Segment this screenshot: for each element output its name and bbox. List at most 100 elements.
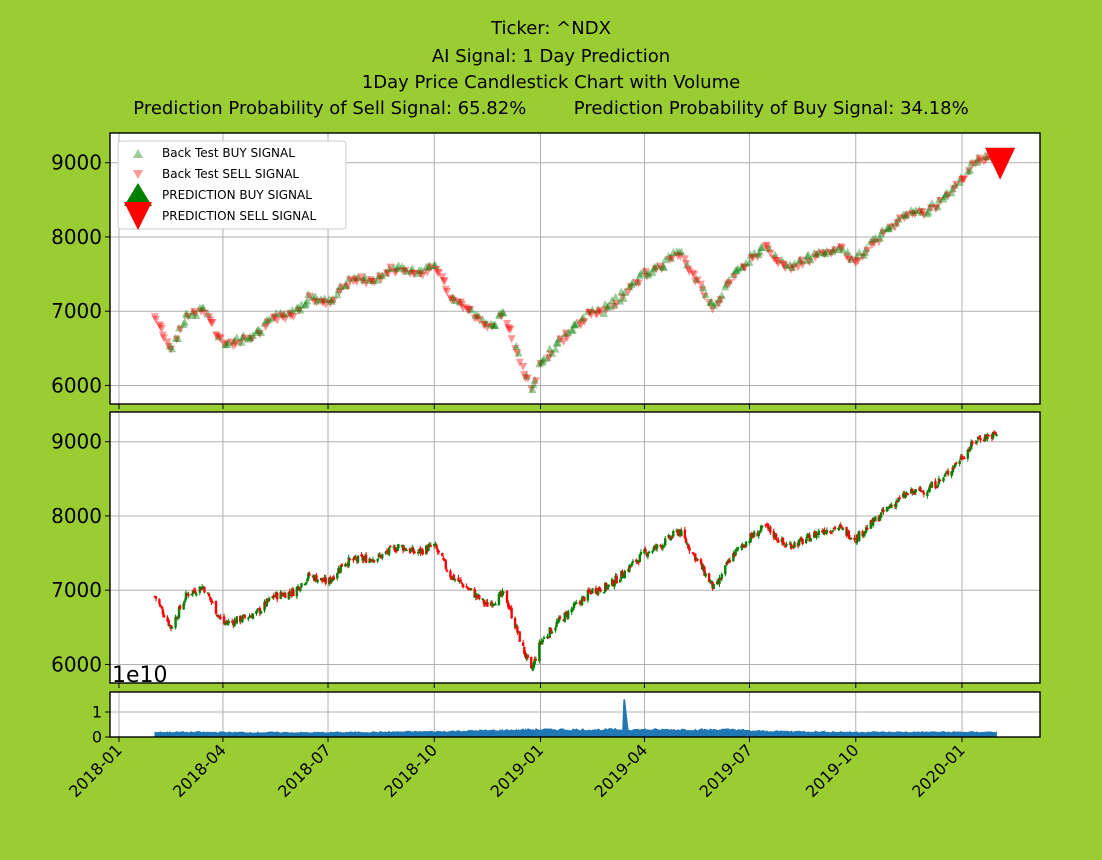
candle-body: [734, 549, 737, 556]
candle-body: [743, 546, 747, 548]
backtest-sell-marker: [781, 264, 790, 273]
backtest-sell-marker: [163, 338, 172, 347]
backtest-sell-marker: [521, 374, 530, 383]
candle-body: [381, 554, 384, 558]
backtest-sell-marker: [231, 340, 240, 349]
candle-body: [421, 549, 424, 555]
backtest-buy-marker: [552, 338, 561, 347]
backtest-sell-marker: [481, 321, 490, 330]
x-tick-label: 2018-04: [169, 740, 230, 801]
backtest-sell-marker: [964, 167, 973, 176]
candle-body: [882, 509, 885, 513]
candle-body: [478, 595, 481, 600]
candle-body: [513, 617, 517, 629]
candle-body: [225, 621, 228, 624]
candle-body: [558, 616, 562, 619]
backtest-buy-marker: [260, 318, 269, 327]
candle-body: [483, 603, 487, 605]
backtest-sell-marker: [466, 305, 475, 314]
backtest-sell-marker: [287, 312, 296, 321]
backtest-sell-marker: [959, 175, 968, 184]
candle-body: [413, 551, 416, 554]
backtest-sell-marker: [753, 253, 762, 262]
backtest-buy-marker: [300, 300, 309, 309]
backtest-sell-marker: [576, 321, 585, 330]
price-frame: [109, 411, 1041, 684]
backtest-buy-marker: [666, 253, 675, 262]
backtest-buy-marker: [664, 251, 673, 260]
backtest-buy-marker: [529, 380, 538, 389]
backtest-buy-marker: [407, 266, 416, 275]
backtest-sell-marker: [544, 354, 553, 363]
candle-body: [955, 462, 958, 464]
backtest-buy-marker: [284, 308, 293, 317]
backtest-sell-marker: [377, 275, 386, 284]
candle-body: [154, 596, 158, 599]
backtest-sell-marker: [763, 245, 772, 254]
backtest-sell-marker: [409, 269, 418, 278]
candle-body: [636, 560, 639, 563]
candle-body: [919, 487, 922, 492]
backtest-sell-marker: [952, 180, 961, 189]
price-background: [110, 412, 1040, 683]
backtest-buy-marker: [280, 310, 289, 319]
backtest-buy-marker: [528, 385, 537, 394]
backtest-buy-marker: [530, 375, 539, 384]
backtest-sell-marker: [216, 334, 225, 343]
legend: Back Test BUY SIGNAL Back Test SELL SIGN…: [117, 140, 347, 230]
backtest-sell-marker: [382, 269, 391, 278]
candle-body: [862, 533, 866, 536]
backtest-buy-marker: [611, 292, 620, 301]
backtest-sell-marker: [247, 335, 256, 344]
buy-probability: Prediction Probability of Buy Signal: 34…: [573, 98, 969, 119]
candle-body: [523, 646, 526, 654]
backtest-buy-marker: [187, 310, 196, 319]
backtest-sell-marker: [220, 340, 229, 349]
backtest-sell-marker: [919, 211, 928, 220]
backtest-sell-marker: [811, 253, 820, 262]
backtest-buy-marker: [175, 323, 184, 332]
candle-body: [362, 558, 366, 562]
backtest-buy-marker: [754, 250, 763, 259]
candle-body: [978, 436, 981, 439]
backtest-buy-marker: [494, 310, 503, 319]
candle-body: [297, 586, 301, 591]
backtest-sell-marker: [563, 334, 572, 343]
backtest-sell-marker: [624, 288, 633, 297]
candle-body: [829, 531, 832, 533]
backtest-buy-marker: [567, 325, 576, 334]
candle-body: [659, 544, 662, 547]
candle-body: [394, 550, 398, 553]
backtest-buy-marker: [934, 195, 943, 204]
backtest-sell-marker: [536, 360, 545, 369]
candle-body: [445, 570, 449, 572]
backtest-buy-marker: [344, 274, 353, 283]
candle-body: [718, 577, 721, 585]
candle-body: [878, 516, 882, 521]
backtest-sell-marker: [432, 265, 441, 274]
backtest-buy-marker: [400, 264, 409, 273]
backtest-buy-marker: [939, 194, 948, 203]
candle-body: [582, 596, 585, 598]
backtest-buy-marker: [955, 177, 964, 186]
backtest-buy-marker: [165, 341, 174, 350]
backtest-buy-marker: [603, 302, 612, 311]
backtest-sell-marker: [362, 279, 371, 288]
candle-body: [953, 463, 957, 467]
candle-body: [247, 617, 250, 620]
backtest-sell-marker: [789, 263, 798, 272]
candle-body: [799, 538, 802, 541]
candle-body: [161, 609, 165, 615]
candle-body: [194, 590, 197, 594]
candle-body: [936, 485, 939, 488]
candle-body: [211, 601, 214, 604]
candle-body: [159, 605, 162, 608]
backtest-sell-marker: [580, 318, 589, 327]
backtest-buy-marker: [729, 270, 738, 279]
backtest-sell-marker: [515, 358, 524, 367]
backtest-sell-marker: [680, 255, 689, 264]
backtest-buy-marker: [478, 315, 487, 324]
backtest-sell-marker: [441, 285, 450, 294]
backtest-buy-marker: [672, 247, 681, 256]
backtest-buy-marker: [393, 264, 402, 273]
